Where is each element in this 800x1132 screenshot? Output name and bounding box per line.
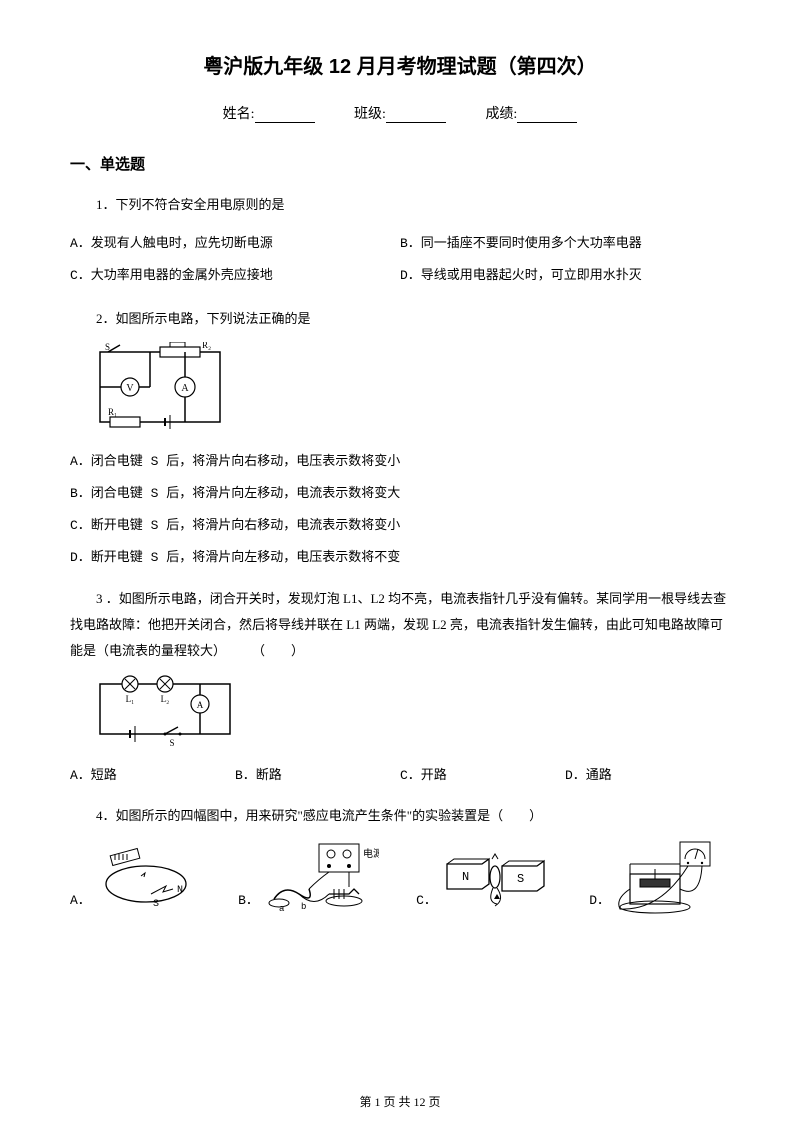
svg-text:A: A: [181, 383, 189, 394]
svg-text:R₁: R₁: [108, 407, 117, 417]
svg-text:S: S: [517, 872, 524, 886]
svg-text:N: N: [462, 870, 469, 884]
q2-option-d[interactable]: D．断开电键 S 后，将滑片向左移动，电压表示数将不变: [70, 542, 730, 574]
q4-figure-c: N S: [437, 844, 552, 914]
q4-figure-a: S N: [91, 844, 201, 914]
q4-figure-d: [610, 839, 730, 914]
q2-option-b[interactable]: B．闭合电键 S 后，将滑片向左移动，电流表示数将变大: [70, 478, 730, 510]
name-label: 姓名:: [223, 107, 255, 122]
svg-text:R₂: R₂: [202, 342, 211, 350]
q3-option-d[interactable]: D．通路: [565, 763, 730, 789]
svg-text:L₁: L₁: [126, 694, 135, 704]
q1-option-b[interactable]: B．同一插座不要同时使用多个大功率电器: [400, 228, 730, 260]
svg-text:电源: 电源: [363, 847, 379, 861]
q4-option-b[interactable]: B． 电源 ab: [238, 839, 379, 914]
class-label: 班级:: [354, 107, 386, 122]
q4-figure-b: 电源 a b: [259, 839, 379, 914]
q2-circuit-diagram: V S R₂ A R₁: [90, 342, 230, 432]
q4-option-c[interactable]: C． N S: [416, 844, 552, 914]
svg-text:L₂: L₂: [161, 694, 170, 704]
question-1: 1．下列不符合安全用电原则的是 A．发现有人触电时，应先切断电源 B．同一插座不…: [70, 192, 730, 292]
q1-option-a[interactable]: A．发现有人触电时，应先切断电源: [70, 228, 400, 260]
score-label: 成绩:: [485, 107, 517, 122]
q1-stem: 1．下列不符合安全用电原则的是: [70, 192, 730, 218]
svg-text:b: b: [301, 902, 306, 912]
svg-text:N: N: [177, 885, 183, 896]
student-info-line: 姓名: 班级: 成绩:: [70, 103, 730, 123]
q3-stem: 3 ．如图所示电路，闭合开关时，发现灯泡 L1、L2 均不亮，电流表指针几乎没有…: [70, 586, 730, 664]
q2-stem: 2．如图所示电路，下列说法正确的是: [70, 306, 730, 332]
exam-title: 粤沪版九年级 12 月月考物理试题（第四次）: [70, 50, 730, 79]
q3-option-b[interactable]: B．断路: [235, 763, 400, 789]
svg-text:S: S: [153, 899, 159, 910]
q3-option-c[interactable]: C．开路: [400, 763, 565, 789]
svg-text:S: S: [169, 738, 174, 748]
q2-option-a[interactable]: A．闭合电键 S 后，将滑片向右移动，电压表示数将变小: [70, 446, 730, 478]
q4-stem: 4．如图所示的四幅图中，用来研究"感应电流产生条件"的实验装置是（ ）: [70, 803, 730, 829]
svg-text:A: A: [197, 700, 204, 710]
svg-text:a: a: [279, 904, 285, 914]
page-footer: 第 1 页 共 12 页: [0, 1093, 800, 1110]
score-blank[interactable]: [517, 109, 577, 123]
class-blank[interactable]: [386, 109, 446, 123]
question-3: 3 ．如图所示电路，闭合开关时，发现灯泡 L1、L2 均不亮，电流表指针几乎没有…: [70, 586, 730, 789]
q1-option-c[interactable]: C．大功率用电器的金属外壳应接地: [70, 260, 400, 292]
q3-circuit-diagram: L₁ L₂ A S: [90, 674, 240, 749]
name-blank[interactable]: [255, 109, 315, 123]
q3-option-a[interactable]: A．短路: [70, 763, 235, 789]
q2-option-c[interactable]: C．断开电键 S 后，将滑片向右移动，电流表示数将变小: [70, 510, 730, 542]
q4-option-a[interactable]: A． S N: [70, 844, 201, 914]
q4-option-d[interactable]: D．: [589, 839, 730, 914]
q1-option-d[interactable]: D．导线或用电器起火时，可立即用水扑灭: [400, 260, 730, 292]
svg-text:S: S: [105, 342, 110, 352]
question-2: 2．如图所示电路，下列说法正确的是 V S R₂ A R₁ A．闭合电键 S 后…: [70, 306, 730, 574]
question-4: 4．如图所示的四幅图中，用来研究"感应电流产生条件"的实验装置是（ ） A． S…: [70, 803, 730, 914]
section-heading: 一、单选题: [70, 153, 730, 174]
svg-text:V: V: [126, 383, 134, 394]
